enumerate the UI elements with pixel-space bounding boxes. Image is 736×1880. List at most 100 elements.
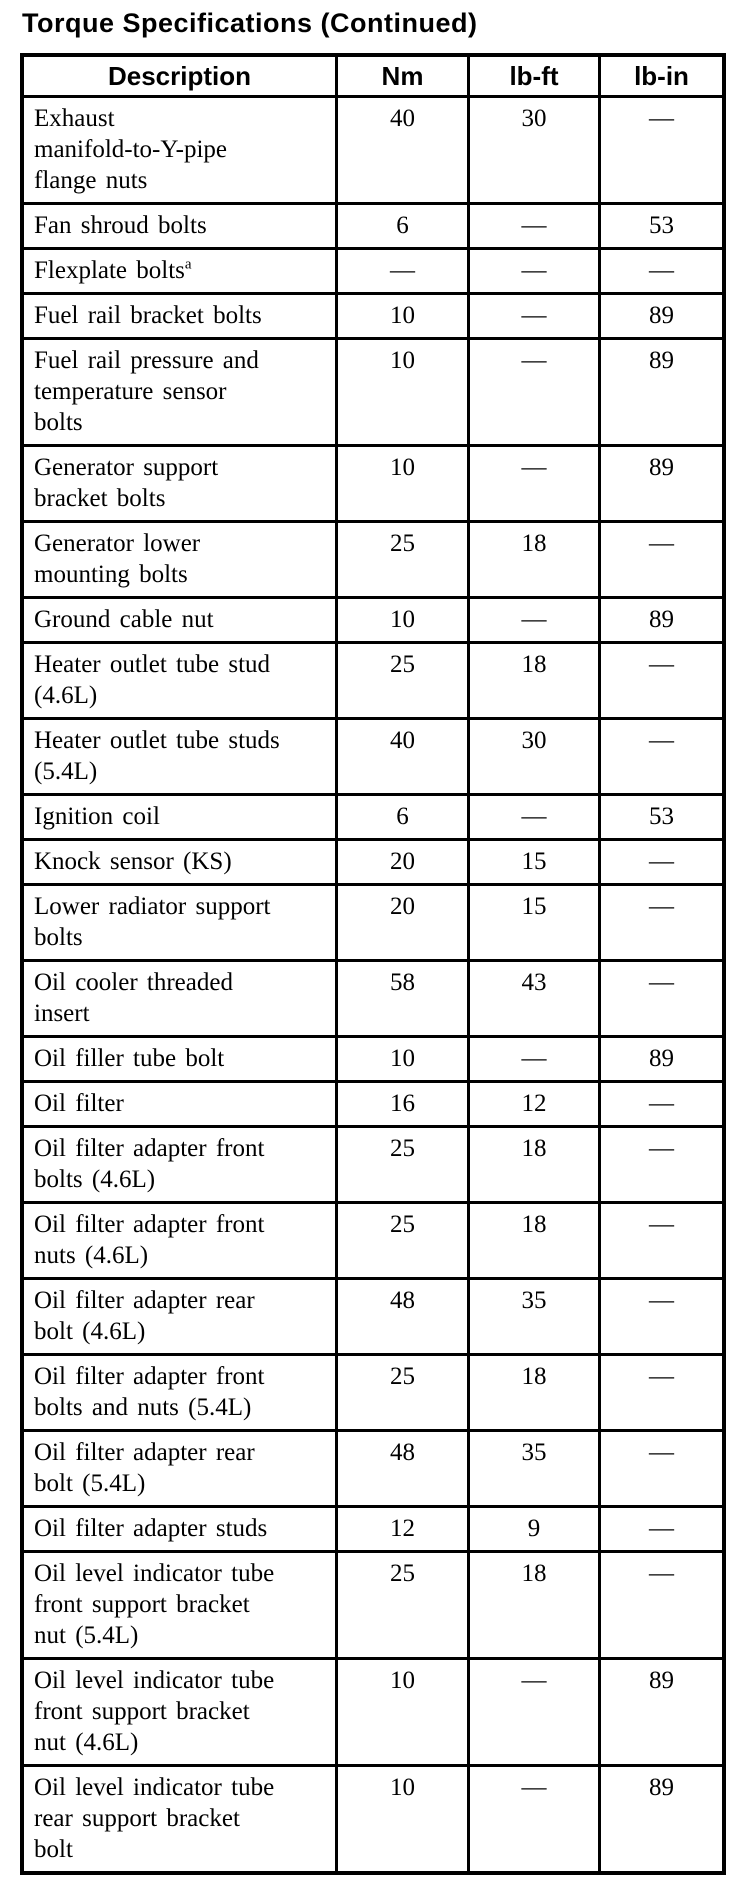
description-cell: Lower radiator support bolts: [20, 883, 338, 962]
table-row: Heater outlet tube studs (5.4L) 40 30—: [20, 717, 726, 796]
description-cell: Oil filler tube bolt: [20, 1035, 338, 1083]
nm-cell: 10: [335, 444, 470, 523]
table-row: Oil filter adapter front bolts and nuts …: [20, 1353, 726, 1432]
nm-cell: 10: [335, 1764, 470, 1875]
table-header: Description Nm lb-ft lb-in: [20, 53, 726, 98]
lb-in-cell: 89: [598, 1657, 726, 1767]
lb-in-cell: —: [598, 1125, 726, 1204]
description-cell: Generator support bracket bolts: [20, 444, 338, 523]
lb-ft-cell: —: [467, 247, 601, 295]
lb-ft-cell: 15: [467, 838, 601, 886]
description-cell: Knock sensor (KS): [20, 838, 338, 886]
footnote-marker: a: [184, 256, 192, 273]
description-cell: Heater outlet tube studs (5.4L): [20, 717, 338, 796]
lb-ft-cell: 18: [467, 1353, 601, 1432]
lb-ft-cell: 18: [467, 1550, 601, 1660]
nm-cell: 20: [335, 838, 470, 886]
lb-in-cell: 89: [598, 292, 726, 340]
lb-in-cell: 89: [598, 1035, 726, 1083]
lb-ft-cell: 30: [467, 717, 601, 796]
description-cell: Fan shroud bolts: [20, 202, 338, 250]
nm-cell: 20: [335, 883, 470, 962]
nm-cell: 12: [335, 1505, 470, 1553]
column-header-lb-in: lb-in: [598, 53, 726, 98]
lb-ft-cell: 35: [467, 1277, 601, 1356]
nm-cell: 40: [335, 717, 470, 796]
table-row: Oil filter adapter rear bolt (4.6L) 48 35—: [20, 1277, 726, 1356]
nm-cell: 25: [335, 520, 470, 599]
description-cell: Oil filter: [20, 1080, 338, 1128]
lb-in-cell: 89: [598, 1764, 726, 1875]
nm-cell: 25: [335, 1125, 470, 1204]
nm-cell: 40: [335, 95, 470, 205]
lb-in-cell: —: [598, 959, 726, 1038]
description-cell: Oil level indicator tube front support b…: [20, 1657, 338, 1767]
nm-cell: 10: [335, 596, 470, 644]
lb-ft-cell: —: [467, 596, 601, 644]
description-cell: Oil filter adapter front nuts (4.6L): [20, 1201, 338, 1280]
table-row: Fuel rail pressure and temperature senso…: [20, 337, 726, 447]
lb-in-cell: —: [598, 717, 726, 796]
description-cell: Exhaust manifold-to-Y-pipe flange nuts: [20, 95, 338, 205]
lb-ft-cell: 12: [467, 1080, 601, 1128]
description-cell: Oil level indicator tube front support b…: [20, 1550, 338, 1660]
page-title: Torque Specifications (Continued): [22, 8, 478, 38]
table-row: Flexplate boltsa — — —: [20, 247, 726, 295]
description-cell: Fuel rail bracket bolts: [20, 292, 338, 340]
table-row: Fuel rail bracket bolts 10—89: [20, 292, 726, 340]
nm-cell: 16: [335, 1080, 470, 1128]
lb-ft-cell: —: [467, 337, 601, 447]
nm-cell: 25: [335, 1201, 470, 1280]
lb-in-cell: —: [598, 1429, 726, 1508]
description-cell: Ground cable nut: [20, 596, 338, 644]
lb-ft-cell: 43: [467, 959, 601, 1038]
lb-ft-cell: 18: [467, 1201, 601, 1280]
table-row: Lower radiator support bolts 20 15—: [20, 883, 726, 962]
table-row: Exhaust manifold-to-Y-pipe flange nuts 40…: [20, 95, 726, 205]
description-cell: Generator lower mounting bolts: [20, 520, 338, 599]
lb-ft-cell: —: [467, 292, 601, 340]
lb-in-cell: —: [598, 641, 726, 720]
description-cell: Oil filter adapter front bolts and nuts …: [20, 1353, 338, 1432]
description-cell: Oil filter adapter studs: [20, 1505, 338, 1553]
lb-ft-cell: 15: [467, 883, 601, 962]
description-cell: Oil filter adapter rear bolt (5.4L): [20, 1429, 338, 1508]
lb-ft-cell: —: [467, 1657, 601, 1767]
lb-ft-cell: —: [467, 793, 601, 841]
nm-cell: 10: [335, 337, 470, 447]
table-row: Generator lower mounting bolts 25 18—: [20, 520, 726, 599]
lb-in-cell: —: [598, 838, 726, 886]
table-row: Oil level indicator tube rear support br…: [20, 1764, 726, 1875]
description-cell: Oil level indicator tube rear support br…: [20, 1764, 338, 1875]
lb-in-cell: 89: [598, 444, 726, 523]
table-row: Knock sensor (KS) 20 15—: [20, 838, 726, 886]
description-cell: Oil filter adapter front bolts (4.6L): [20, 1125, 338, 1204]
nm-cell: 48: [335, 1277, 470, 1356]
lb-in-cell: —: [598, 247, 726, 295]
lb-in-cell: —: [598, 1277, 726, 1356]
table-row: Oil filter adapter front nuts (4.6L) 25 18…: [20, 1201, 726, 1280]
table-row: Oil filter adapter front bolts (4.6L) 25 1…: [20, 1125, 726, 1204]
lb-ft-cell: 18: [467, 520, 601, 599]
lb-in-cell: —: [598, 1080, 726, 1128]
lb-ft-cell: —: [467, 1035, 601, 1083]
table-row: Oil filter 16 12—: [20, 1080, 726, 1128]
lb-in-cell: 89: [598, 596, 726, 644]
nm-cell: 10: [335, 292, 470, 340]
description-cell: Ignition coil: [20, 793, 338, 841]
nm-cell: 48: [335, 1429, 470, 1508]
spec-table-body: Exhaust manifold-to-Y-pipe flange nuts 40…: [20, 95, 726, 1875]
table-row: Oil filter adapter studs 12 9—: [20, 1505, 726, 1553]
nm-cell: 6: [335, 202, 470, 250]
table-row: Heater outlet tube stud (4.6L) 25 18—: [20, 641, 726, 720]
lb-in-cell: 53: [598, 202, 726, 250]
table-row: Generator support bracket bolts 10—89: [20, 444, 726, 523]
lb-ft-cell: —: [467, 1764, 601, 1875]
table-row: Oil level indicator tube front support b…: [20, 1657, 726, 1767]
column-header-lb-ft: lb-ft: [467, 53, 601, 98]
lb-in-cell: —: [598, 883, 726, 962]
lb-ft-cell: 30: [467, 95, 601, 205]
lb-in-cell: —: [598, 95, 726, 205]
nm-cell: 10: [335, 1657, 470, 1767]
table-row: Ignition coil 6—53: [20, 793, 726, 841]
